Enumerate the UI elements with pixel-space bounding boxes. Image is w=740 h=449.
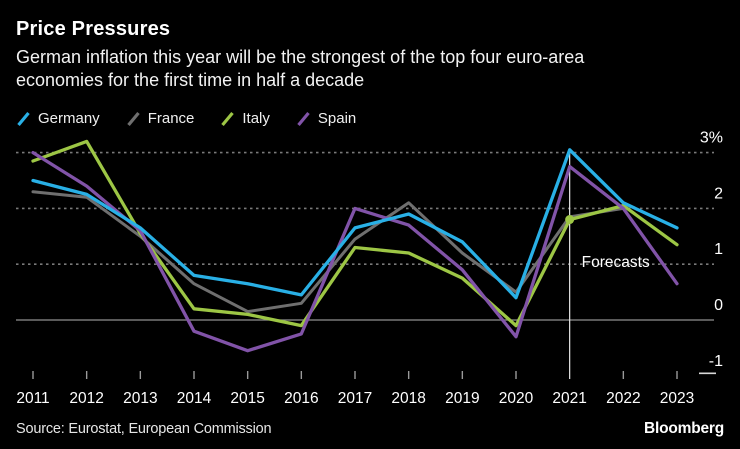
legend-slash-icon [17, 111, 30, 126]
legend-item-france: France [126, 110, 195, 127]
legend-slash-icon [221, 111, 235, 126]
chart-legend: Germany France Italy Spain [16, 110, 356, 127]
legend-label: Spain [317, 110, 357, 127]
x-axis-label-2013: 2013 [123, 390, 157, 407]
x-axis-label-2020: 2020 [499, 390, 534, 407]
subtitle-line-1: German inflation this year will be the s… [16, 47, 585, 67]
y-axis-label-0: 0 [714, 297, 723, 314]
x-axis-label-2018: 2018 [391, 390, 425, 407]
legend-label: Italy [242, 110, 270, 127]
x-axis-label-2017: 2017 [338, 390, 372, 407]
series-line-spain [31, 150, 679, 353]
chart-subtitle: German inflation this year will be the s… [16, 46, 716, 92]
x-axis-label-2014: 2014 [177, 390, 212, 407]
source-note: Source: Eurostat, European Commission [16, 421, 272, 437]
series-line-germany [31, 148, 679, 300]
chart-header: Price Pressures German inflation this ye… [16, 18, 716, 92]
y-axis-label-2: 2 [714, 185, 723, 202]
legend-item-italy: Italy [220, 110, 270, 127]
x-axis-label-2011: 2011 [16, 390, 49, 407]
legend-label: Germany [38, 110, 100, 127]
page-title: Price Pressures [16, 18, 171, 40]
legend-slash-icon [297, 111, 310, 126]
x-axis-label-2015: 2015 [230, 390, 264, 407]
footer-row: Source: Eurostat, European Commission Bl… [16, 420, 724, 438]
x-axis-label-2022: 2022 [606, 390, 640, 407]
x-axis-label-2012: 2012 [69, 390, 103, 407]
x-axis-label-2023: 2023 [660, 390, 694, 407]
legend-label: France [147, 110, 195, 127]
series-line-italy [31, 139, 679, 328]
y-axis-label-1: 1 [714, 241, 723, 258]
legend-slash-icon [126, 111, 140, 126]
x-axis-label-2019: 2019 [445, 390, 479, 407]
forecasts-label: Forecasts [582, 254, 650, 271]
series-line-france [31, 190, 625, 314]
subtitle-line-2: economies for the first time in half a d… [16, 70, 365, 90]
italy-2021-marker-dot [565, 215, 575, 225]
legend-item-spain: Spain [296, 110, 356, 127]
y-axis-label-3%: 3% [700, 130, 723, 147]
x-axis-label-2021: 2021 [552, 390, 586, 407]
legend-item-germany: Germany [16, 110, 100, 127]
bloomberg-logo: Bloomberg [643, 420, 724, 437]
y-axis-label--1: -1 [709, 353, 723, 370]
x-axis-label-2016: 2016 [284, 390, 318, 407]
